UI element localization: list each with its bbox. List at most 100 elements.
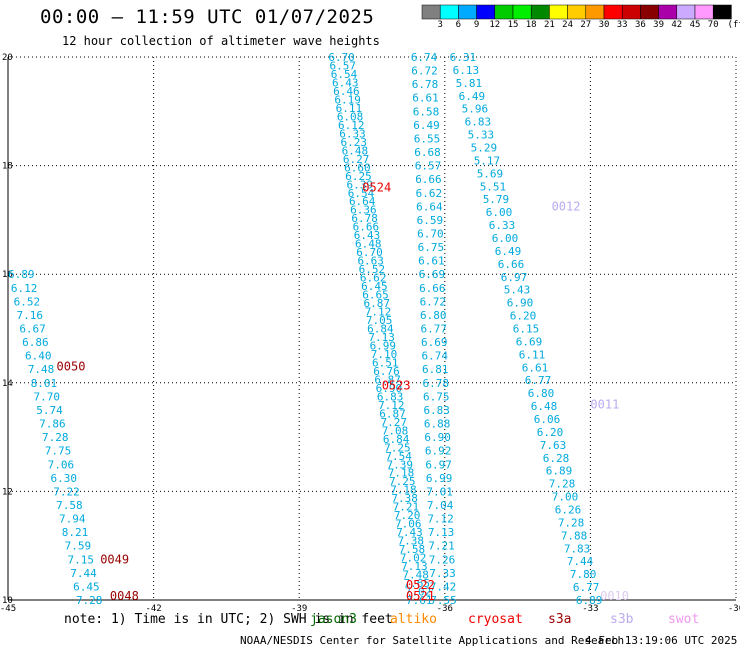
wave-height-value: 7.39	[387, 458, 414, 471]
x-tick-label: -30	[728, 604, 740, 614]
wave-height-value: 6.55	[414, 132, 441, 145]
wave-height-value: 7.13	[401, 560, 428, 573]
wave-height-value: 6.00	[486, 206, 513, 219]
wave-height-value: 6.65	[362, 289, 389, 302]
wave-height-value: 6.54	[331, 68, 358, 81]
wave-height-value: 7.86	[39, 418, 66, 431]
wave-height-values: 6.896.126.527.166.676.866.407.488.017.70…	[8, 51, 602, 607]
colorbar-tick-label: 3	[437, 20, 443, 30]
x-tick-label: -36	[437, 604, 453, 614]
wave-height-value: 5.29	[471, 142, 498, 155]
pass-label: 0521	[406, 589, 435, 603]
chart-subtitle: 12 hour collection of altimeter wave hei…	[62, 34, 380, 48]
wave-height-value: 6.87	[374, 373, 401, 386]
wave-height-value: 7.28	[76, 594, 103, 607]
wave-height-value: 7.55	[430, 594, 457, 607]
wave-height-value: 7.27	[380, 416, 407, 429]
wave-height-value: 6.77	[525, 374, 552, 387]
wave-height-value: 7.26	[429, 553, 456, 566]
y-tick-label: 16	[2, 270, 13, 280]
wave-height-value: 6.84	[383, 433, 410, 446]
wave-height-value: 7.38	[391, 492, 418, 505]
wave-height-value: 6.23	[340, 136, 367, 149]
wave-height-value: 7.13	[368, 331, 395, 344]
wave-height-value: 6.84	[367, 323, 394, 336]
wave-height-value: 7.04	[427, 499, 454, 512]
chart-title: 00:00 – 11:59 UTC 01/07/2025	[40, 6, 375, 28]
colorbar-swatch	[603, 4, 623, 20]
wave-height-value: 6.13	[453, 64, 480, 77]
pass-label: 0010	[600, 589, 629, 603]
wave-height-value: 6.54	[348, 187, 375, 200]
wave-height-value: 6.66	[498, 258, 525, 271]
wave-height-value: 6.83	[465, 116, 492, 129]
wave-height-value: 7.01	[426, 485, 453, 498]
wave-height-value: 7.18	[388, 467, 415, 480]
wave-height-value: 6.86	[22, 336, 49, 349]
wave-height-value: 6.00	[492, 232, 519, 245]
colorbar	[421, 4, 732, 20]
wave-height-value: 6.12	[11, 282, 38, 295]
wave-height-value: 8.01	[31, 377, 57, 390]
wave-height-value: 7.44	[567, 555, 594, 568]
wave-height-value: 6.92	[425, 445, 452, 458]
wave-height-value: 6.36	[350, 204, 377, 217]
wave-height-value: 6.06	[534, 413, 561, 426]
wave-height-value: 6.63	[357, 255, 384, 268]
colorbar-unit: (ft)	[727, 20, 740, 30]
wave-height-value: 6.64	[349, 195, 376, 208]
wave-height-value: 6.39	[347, 178, 374, 191]
generated-timestamp: 4 Feb 13:19:06 UTC 2025	[585, 634, 738, 647]
wave-height-value: 5.74	[36, 404, 63, 417]
colorbar-swatch	[585, 4, 605, 20]
colorbar-swatch	[421, 4, 441, 20]
pass-label: 0050	[57, 360, 86, 374]
colorbar-swatch	[476, 4, 496, 20]
colorbar-tick-label: 24	[562, 20, 574, 30]
pass-label: 0012	[552, 199, 581, 213]
wave-height-value: 6.72	[411, 65, 438, 78]
wave-height-value: 6.62	[416, 187, 443, 200]
wave-height-value: 6.33	[339, 127, 366, 140]
wave-height-value: 7.70	[33, 390, 60, 403]
satellite-legend-jason3: jason3	[310, 612, 357, 627]
wave-height-value: 7.48	[28, 363, 55, 376]
wave-height-value: 6.25	[345, 170, 372, 183]
pass-label: 0049	[100, 552, 129, 566]
wave-height-value: 6.90	[424, 431, 451, 444]
wave-height-value: 5.17	[474, 154, 501, 167]
wave-height-value: 6.78	[351, 212, 378, 225]
wave-height-value: 5.81	[456, 77, 483, 90]
colorbar-tick-label: 6	[455, 20, 462, 30]
chart-axes	[7, 57, 736, 601]
wave-height-value: 7.13	[428, 526, 455, 539]
wave-height-value: 7.75	[45, 445, 72, 458]
x-tick-label: -39	[291, 604, 307, 614]
wave-height-value: 6.57	[415, 160, 442, 173]
wave-height-value: 7.88	[561, 529, 588, 542]
wave-height-value: 6.20	[510, 310, 536, 323]
wave-height-value: 7.83	[564, 542, 591, 555]
wave-height-value: 6.59	[417, 214, 444, 227]
colorbar-tick-label: 45	[689, 20, 701, 30]
colorbar-swatch	[676, 4, 696, 20]
wave-height-value: 6.62	[360, 272, 387, 285]
wave-height-value: 6.89	[576, 594, 603, 607]
wave-height-value: 6.64	[416, 200, 443, 213]
wave-height-value: 7.33	[429, 567, 456, 580]
wave-height-value: 6.99	[426, 472, 453, 485]
wave-height-value: 6.43	[354, 229, 381, 242]
wave-height-value: 6.30	[50, 472, 77, 485]
y-tick-label: 18	[2, 162, 13, 172]
footer-note: note: 1) Time is in UTC; 2) SWH is in fe…	[64, 612, 393, 627]
wave-height-value: 7.28	[558, 516, 585, 529]
colorbar-tick-label: 30	[598, 20, 610, 30]
wave-height-value: 7.94	[59, 513, 86, 526]
wave-height-value: 6.83	[423, 404, 450, 417]
y-tick-label: 14	[2, 379, 13, 389]
x-tick-label: -42	[145, 604, 161, 614]
wave-height-value: 7.06	[48, 458, 75, 471]
wave-height-value: 6.58	[413, 105, 440, 118]
wave-height-value: 6.66	[419, 282, 446, 295]
